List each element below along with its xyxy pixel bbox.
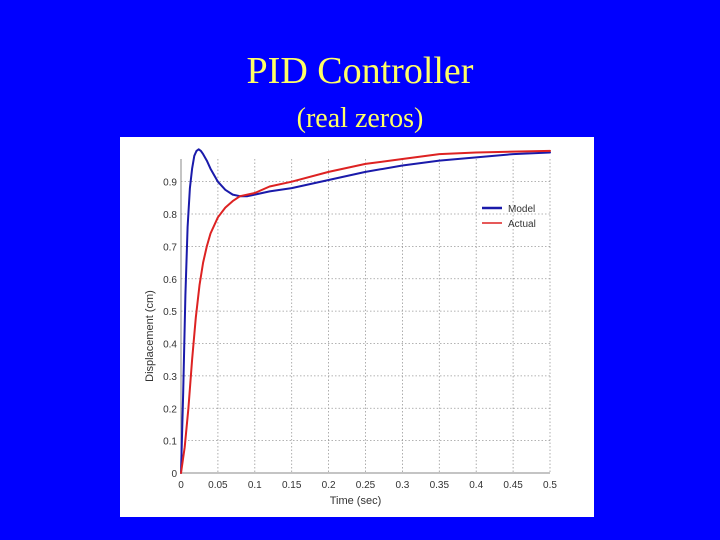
x-tick-label: 0.35 bbox=[430, 480, 450, 491]
legend-label-actual: Actual bbox=[508, 219, 536, 230]
x-tick-label: 0.1 bbox=[248, 480, 262, 491]
y-tick-label: 0.2 bbox=[163, 404, 177, 415]
plot-area bbox=[181, 159, 550, 473]
y-tick-label: 0.4 bbox=[163, 340, 177, 351]
y-tick-label: 0.9 bbox=[163, 178, 177, 189]
chart-panel: 0 0.05 0.1 0.15 0.2 0.25 0.3 0.35 0.4 0.45 0.5 0 0.1… bbox=[120, 137, 594, 517]
y-tick-label: 0.5 bbox=[163, 307, 177, 318]
x-axis-label: Time (sec) bbox=[330, 495, 382, 507]
series-line-actual bbox=[180, 149, 551, 474]
response-chart: 0 0.05 0.1 0.15 0.2 0.25 0.3 0.35 0.4 0.45 0.5 0 0.1… bbox=[144, 148, 557, 507]
legend-label-model: Model bbox=[508, 204, 535, 215]
y-tick-label: 0.1 bbox=[163, 437, 177, 448]
x-tick-label: 0.4 bbox=[469, 480, 483, 491]
x-tick-label: 0 bbox=[178, 480, 184, 491]
x-tick-label: 0.05 bbox=[208, 480, 228, 491]
x-tick-label: 0.5 bbox=[543, 480, 557, 491]
y-tick-label: 0.6 bbox=[163, 275, 177, 286]
series-line-model bbox=[180, 148, 551, 474]
slide-title: PID Controller bbox=[246, 50, 474, 92]
x-tick-label: 0.25 bbox=[356, 480, 376, 491]
x-tick-label: 0.3 bbox=[395, 480, 409, 491]
x-tick-label: 0.15 bbox=[282, 480, 302, 491]
y-tick-label: 0.3 bbox=[163, 372, 177, 383]
y-axis-label: Displacement (cm) bbox=[144, 290, 156, 382]
y-tick-label: 0.7 bbox=[163, 242, 177, 253]
x-tick-label: 0.2 bbox=[322, 480, 336, 491]
y-tick-label: 0 bbox=[171, 469, 177, 480]
slide-subtitle: (real zeros) bbox=[296, 103, 424, 134]
x-tick-label: 0.45 bbox=[503, 480, 523, 491]
y-tick-label: 0.8 bbox=[163, 210, 177, 221]
